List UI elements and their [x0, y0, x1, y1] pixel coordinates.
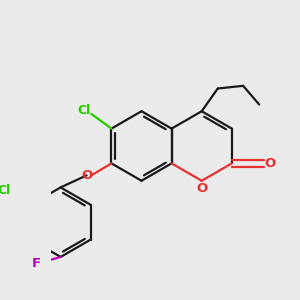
Text: O: O	[196, 182, 207, 195]
Text: Cl: Cl	[0, 184, 11, 197]
Text: O: O	[81, 169, 92, 182]
Text: F: F	[32, 257, 40, 270]
Text: O: O	[264, 157, 275, 170]
Text: Cl: Cl	[77, 104, 91, 117]
